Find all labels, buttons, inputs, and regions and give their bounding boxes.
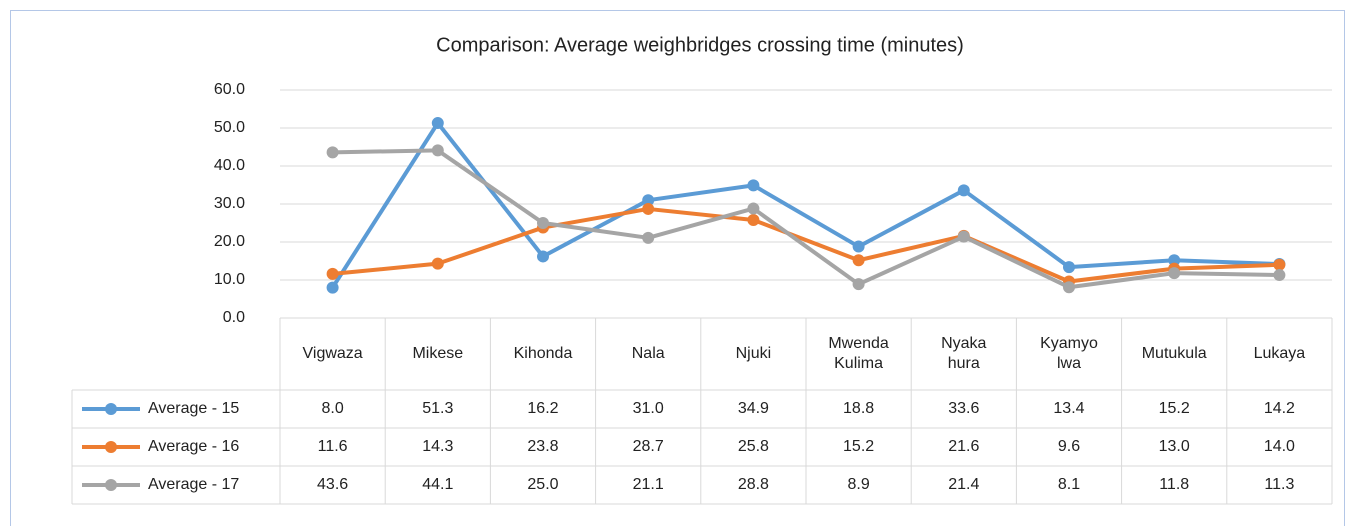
table-value: 11.8 [1159, 476, 1190, 493]
data-point [1063, 281, 1075, 294]
table-value: 21.4 [948, 476, 980, 493]
data-point [747, 213, 760, 226]
table-value: 28.8 [737, 476, 769, 493]
category-label: Kihonda [513, 345, 573, 362]
data-point [326, 146, 339, 159]
table-value: 34.9 [737, 400, 769, 417]
data-point [957, 184, 970, 197]
category-label: Nala [631, 345, 665, 362]
table-value: 51.3 [422, 400, 454, 417]
data-point [1063, 261, 1075, 274]
data-point [957, 230, 970, 243]
data-point [431, 117, 444, 130]
legend-marker [105, 403, 117, 415]
category-label: Vigwaza [302, 345, 363, 362]
category-label: Lukaya [1253, 345, 1306, 362]
series-line [330, 121, 1280, 289]
table-value: 8.0 [321, 400, 344, 417]
data-point [1273, 269, 1286, 282]
table-value: 14.2 [1263, 400, 1295, 417]
data-point [747, 179, 760, 192]
category-label: Njuki [735, 345, 772, 362]
table-value: 13.4 [1053, 400, 1085, 417]
data-point [431, 257, 444, 270]
data-point [431, 144, 444, 157]
data-point [747, 202, 760, 215]
data-point [1168, 267, 1181, 280]
table-value: 14.3 [422, 438, 454, 455]
data-point [1168, 254, 1181, 267]
series-line [332, 148, 1280, 290]
table-value: 14.0 [1263, 438, 1295, 455]
data-point [642, 231, 655, 244]
category-label: Mutukula [1141, 345, 1207, 362]
series-line [332, 206, 1280, 284]
data-point [852, 278, 865, 291]
table-value: 23.8 [527, 438, 559, 455]
category-label: Kyamyo lwa [1040, 335, 1098, 372]
table-value: 25.0 [527, 476, 559, 493]
chart-frame [10, 10, 1345, 526]
y-tick-label: 30.0 [214, 195, 245, 212]
y-tick-label: 50.0 [214, 119, 245, 136]
table-value: 16.2 [527, 400, 559, 417]
table-value: 11.6 [317, 438, 348, 455]
y-tick-label: 0.0 [223, 309, 245, 326]
table-value: 15.2 [1158, 400, 1190, 417]
category-label: Mikese [412, 345, 464, 362]
data-point [852, 240, 865, 253]
chart-title: Comparison: Average weighbridges crossin… [436, 34, 964, 56]
data-point [642, 194, 655, 207]
table-value: 15.2 [843, 438, 875, 455]
legend-label: Average - 17 [148, 476, 240, 493]
data-point [537, 217, 549, 229]
legend-marker [105, 479, 117, 491]
table-value: 18.8 [843, 400, 875, 417]
data-point [326, 281, 339, 294]
y-tick-label: 20.0 [214, 233, 245, 250]
category-label: Nyaka hura [941, 335, 987, 372]
y-tick-label: 10.0 [214, 271, 245, 288]
table-value: 13.0 [1158, 438, 1190, 455]
table-value: 11.3 [1264, 476, 1295, 493]
table-value: 8.1 [1057, 476, 1081, 493]
legend-label: Average - 16 [148, 438, 240, 455]
table-value: 21.6 [948, 438, 980, 455]
table-value: 44.1 [422, 476, 454, 493]
y-tick-label: 40.0 [214, 157, 245, 174]
table-value: 9.6 [1057, 438, 1081, 455]
category-label: Mwenda Kulima [828, 335, 889, 372]
legend-marker [105, 441, 117, 453]
table-value: 8.9 [847, 476, 870, 493]
data-point [537, 250, 549, 263]
data-point [326, 267, 339, 280]
table-value: 33.6 [948, 400, 980, 417]
table-value: 21.1 [632, 476, 664, 493]
data-point [642, 202, 655, 215]
table-value: 28.7 [632, 438, 664, 455]
y-tick-label: 60.0 [214, 81, 245, 98]
data-point [852, 254, 865, 267]
table-value: 25.8 [737, 438, 769, 455]
legend-label: Average - 15 [148, 400, 240, 417]
table-value: 31.0 [632, 400, 664, 417]
data-point [1273, 258, 1286, 271]
table-value: 43.6 [317, 476, 349, 493]
